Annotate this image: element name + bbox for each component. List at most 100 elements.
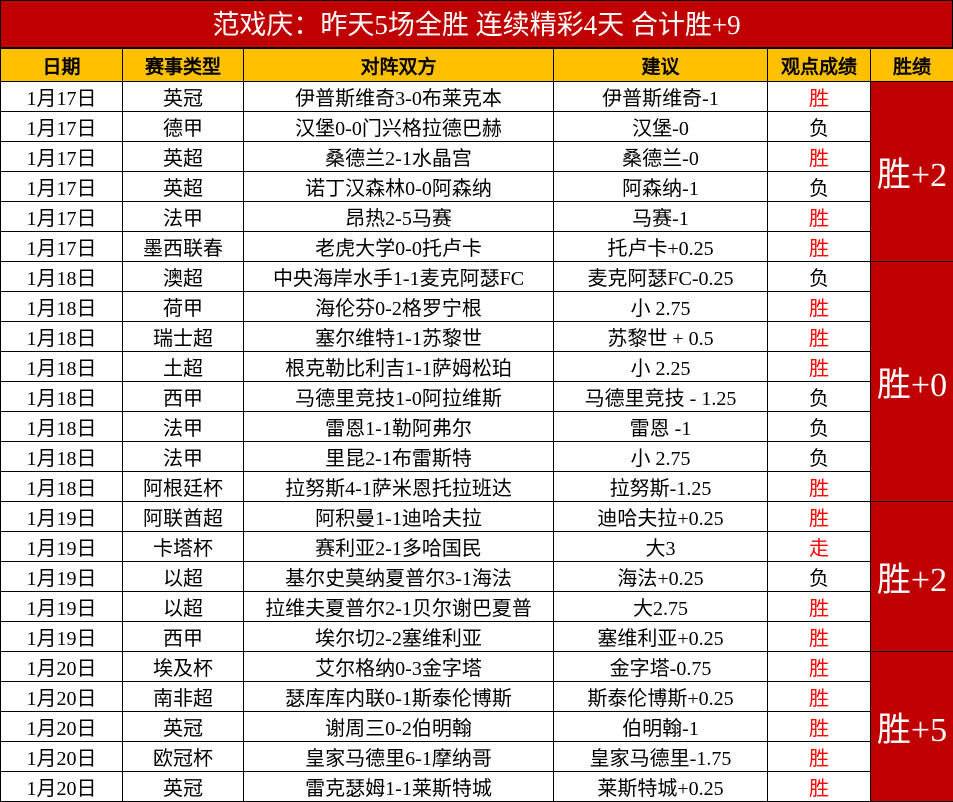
result-cell: 胜 <box>767 711 871 742</box>
type-cell: 以超 <box>122 591 244 622</box>
match-cell: 雷恩1-1勒阿弗尔 <box>243 411 554 442</box>
row: 1月18日 澳超 中央海岸水手1-1麦克阿瑟FC 麦克阿瑟FC-0.25 负胜+0 <box>0 261 953 502</box>
row: 1月18日 荷甲 海伦芬0-2格罗宁根小 2.75 胜 <box>0 291 953 322</box>
tip-cell: 苏黎世 + 0.5 <box>553 321 768 352</box>
header-cell: 日期 <box>0 48 123 82</box>
match-cell: 马德里竞技1-0阿拉维斯 <box>243 381 554 412</box>
date-cell: 1月17日 <box>0 81 123 112</box>
row: 1月18日 瑞士超 塞尔维特1-1苏黎世 苏黎世 + 0.5 胜 <box>0 321 953 352</box>
date-cell: 1月19日 <box>0 531 123 562</box>
tip-cell: 拉努斯-1.25 <box>553 471 768 502</box>
tip-cell: 斯泰伦博斯+0.25 <box>553 681 768 712</box>
type-cell: 澳超 <box>122 261 244 292</box>
summary-cell: 胜+5 <box>870 651 953 802</box>
header-cell: 建议 <box>553 48 768 82</box>
row: 1月19日 以超 拉维夫夏普尔2-1贝尔谢巴夏普 大2.75 胜 <box>0 591 953 622</box>
row: 1月20日 英冠 谢周三0-2伯明翰 伯明翰-1 胜 <box>0 711 953 742</box>
match-cell: 拉维夫夏普尔2-1贝尔谢巴夏普 <box>243 591 554 622</box>
result-cell: 负 <box>767 381 871 412</box>
tip-cell: 莱斯特城+0.25 <box>553 771 768 802</box>
row: 1月18日 土超 根克勒比利吉1-1萨姆松珀小 2.25 胜 <box>0 351 953 382</box>
type-cell: 荷甲 <box>122 291 244 322</box>
type-cell: 德甲 <box>122 111 244 142</box>
row: 1月17日 英超 桑德兰2-1水晶宫 桑德兰-0 胜 <box>0 141 953 172</box>
tip-cell: 大2.75 <box>553 591 768 622</box>
match-cell: 瑟库库内联0-1斯泰伦博斯 <box>243 681 554 712</box>
tip-cell: 皇家马德里-1.75 <box>553 741 768 772</box>
table-body: 1月17日 英冠 伊普斯维奇3-0布莱克本 伊普斯维奇-1 胜胜+2 1月17日 德甲 汉堡0… <box>0 81 953 802</box>
match-cell: 里昆2-1布雷斯特 <box>243 441 554 472</box>
tip-cell: 马德里竞技 - 1.25 <box>553 381 768 412</box>
match-cell: 昂热2-5马赛 <box>243 201 554 232</box>
date-cell: 1月17日 <box>0 111 123 142</box>
header-cell: 胜绩 <box>870 48 953 82</box>
match-cell: 艾尔格纳0-3金字塔 <box>243 651 554 682</box>
match-cell: 赛利亚2-1多哈国民 <box>243 531 554 562</box>
type-cell: 土超 <box>122 351 244 382</box>
tip-cell: 小 2.25 <box>553 351 768 382</box>
result-cell: 胜 <box>767 291 871 322</box>
result-cell: 胜 <box>767 201 871 232</box>
row: 1月18日 西甲 马德里竞技1-0阿拉维斯 马德里竞技 - 1.25 负 <box>0 381 953 412</box>
type-cell: 英超 <box>122 141 244 172</box>
row: 1月19日 阿联酋超 阿积曼1-1迪哈夫拉 迪哈夫拉+0.25 胜胜+2 <box>0 501 953 652</box>
date-cell: 1月18日 <box>0 411 123 442</box>
match-cell: 桑德兰2-1水晶宫 <box>243 141 554 172</box>
tip-cell: 阿森纳-1 <box>553 171 768 202</box>
result-cell: 胜 <box>767 351 871 382</box>
row: 1月18日 阿根廷杯 拉努斯4-1萨米恩托拉班达 拉努斯-1.25 胜 <box>0 471 953 502</box>
summary-cell: 胜+2 <box>870 81 953 262</box>
date-cell: 1月20日 <box>0 741 123 772</box>
row: 1月18日 法甲 雷恩1-1勒阿弗尔 雷恩 -1 负 <box>0 411 953 442</box>
row: 1月20日 埃及杯 艾尔格纳0-3金字塔 金字塔-0.75 胜胜+5 <box>0 651 953 802</box>
match-cell: 雷克瑟姆1-1莱斯特城 <box>243 771 554 802</box>
type-cell: 南非超 <box>122 681 244 712</box>
match-cell: 海伦芬0-2格罗宁根 <box>243 291 554 322</box>
date-cell: 1月19日 <box>0 621 123 652</box>
date-cell: 1月17日 <box>0 231 123 262</box>
date-cell: 1月19日 <box>0 591 123 622</box>
row: 1月19日 卡塔杯 赛利亚2-1多哈国民 大3 走 <box>0 531 953 562</box>
results-table: 日期 赛事类型 对阵双方 建议 观点成绩 胜绩 1月17日 英冠 伊普斯维奇3-0布莱克本 伊普… <box>0 48 953 802</box>
match-cell: 埃尔切2-2塞维利亚 <box>243 621 554 652</box>
row: 1月20日 南非超 瑟库库内联0-1斯泰伦博斯 斯泰伦博斯+0.25 胜 <box>0 681 953 712</box>
result-cell: 胜 <box>767 621 871 652</box>
date-cell: 1月17日 <box>0 171 123 202</box>
match-cell: 拉努斯4-1萨米恩托拉班达 <box>243 471 554 502</box>
row: 1月19日 以超 基尔史莫纳夏普尔3-1海法 海法+0.25 负 <box>0 561 953 592</box>
match-cell: 根克勒比利吉1-1萨姆松珀 <box>243 351 554 382</box>
match-cell: 阿积曼1-1迪哈夫拉 <box>243 501 554 532</box>
tip-cell: 金字塔-0.75 <box>553 651 768 682</box>
match-cell: 塞尔维特1-1苏黎世 <box>243 321 554 352</box>
type-cell: 卡塔杯 <box>122 531 244 562</box>
date-cell: 1月18日 <box>0 351 123 382</box>
result-cell: 走 <box>767 531 871 562</box>
date-cell: 1月20日 <box>0 711 123 742</box>
tip-cell: 马赛-1 <box>553 201 768 232</box>
header-cell: 赛事类型 <box>122 48 244 82</box>
match-cell: 诺丁汉森林0-0阿森纳 <box>243 171 554 202</box>
date-cell: 1月18日 <box>0 441 123 472</box>
date-cell: 1月18日 <box>0 291 123 322</box>
tip-cell: 小 2.75 <box>553 441 768 472</box>
tip-cell: 伊普斯维奇-1 <box>553 81 768 112</box>
summary-cell: 胜+2 <box>870 501 953 652</box>
date-cell: 1月18日 <box>0 321 123 352</box>
type-cell: 英超 <box>122 171 244 202</box>
date-cell: 1月17日 <box>0 141 123 172</box>
type-cell: 阿根廷杯 <box>122 471 244 502</box>
row: 1月17日 墨西联春 老虎大学0-0托卢卡 托卢卡+0.25 胜 <box>0 231 953 262</box>
tip-cell: 伯明翰-1 <box>553 711 768 742</box>
date-cell: 1月18日 <box>0 471 123 502</box>
tip-cell: 迪哈夫拉+0.25 <box>553 501 768 532</box>
title: 范戏庆：昨天5场全胜 连续精彩4天 合计胜+9 <box>0 0 953 48</box>
result-cell: 胜 <box>767 591 871 622</box>
type-cell: 西甲 <box>122 621 244 652</box>
date-cell: 1月19日 <box>0 561 123 592</box>
type-cell: 西甲 <box>122 381 244 412</box>
date-cell: 1月20日 <box>0 681 123 712</box>
result-cell: 胜 <box>767 771 871 802</box>
date-cell: 1月18日 <box>0 381 123 412</box>
tip-cell: 小 2.75 <box>553 291 768 322</box>
